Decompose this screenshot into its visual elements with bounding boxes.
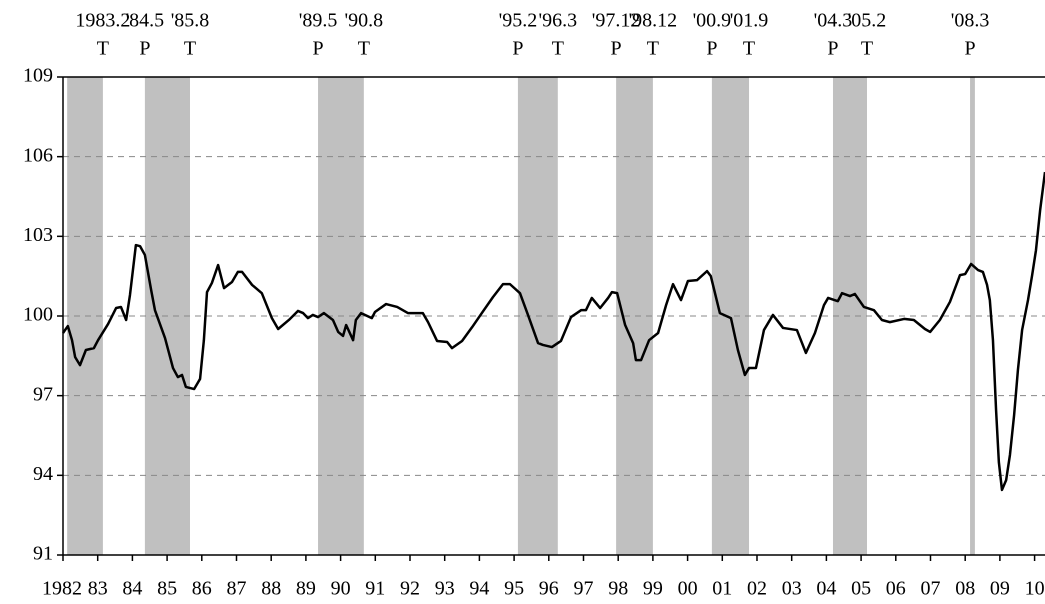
y-tick-label: 109 (23, 65, 53, 87)
turning-point-date: '01.9 (730, 10, 769, 32)
x-tick-label: 1982 (42, 578, 82, 600)
turning-point-date: '85.8 (171, 10, 210, 32)
contraction-band (970, 77, 975, 555)
turning-point-phase: T (358, 38, 370, 60)
x-tick-label: 97 (573, 578, 593, 600)
x-tick-label: 91 (365, 578, 385, 600)
turning-point-phase: P (706, 38, 717, 60)
turning-point-phase: P (964, 38, 975, 60)
turning-point-date: '00.9 (693, 10, 732, 32)
y-tick-label: 106 (23, 144, 53, 166)
contraction-band (711, 77, 750, 555)
turning-point-date: '96.3 (539, 10, 578, 32)
data-line (61, 171, 1045, 492)
x-tick-label: 06 (886, 578, 906, 600)
x-tick-label: 87 (226, 578, 246, 600)
turning-point-date: '84.5 (126, 10, 165, 32)
y-tick-label: 97 (33, 383, 53, 405)
turning-point-phase: T (184, 38, 196, 60)
turning-point-date: '97.12 (592, 10, 641, 32)
x-tick-label: 96 (539, 578, 559, 600)
y-tick-label: 100 (23, 304, 53, 326)
turning-point-phase: P (312, 38, 323, 60)
x-tick-label: 83 (88, 578, 108, 600)
turning-point-date: '89.5 (299, 10, 338, 32)
x-tick-label: 84 (122, 578, 142, 600)
turning-point-phase: P (139, 38, 150, 60)
x-tick-label: 85 (157, 578, 177, 600)
x-tick-label: 02 (747, 578, 767, 600)
turning-point-phase: T (97, 38, 109, 60)
x-tick-label: 01 (712, 578, 732, 600)
x-tick-label: 98 (608, 578, 628, 600)
turning-point-phase: P (827, 38, 838, 60)
y-tick-label: 91 (33, 543, 53, 565)
turning-point-date: '98.12 (629, 10, 678, 32)
x-tick-label: 07 (920, 578, 940, 600)
x-tick-label: 99 (643, 578, 663, 600)
x-tick-label: 93 (435, 578, 455, 600)
turning-point-phase: P (611, 38, 622, 60)
x-tick-label: 89 (296, 578, 316, 600)
x-tick-label: 90 (331, 578, 351, 600)
x-tick-label: 86 (192, 578, 212, 600)
turning-point-date: '90.8 (345, 10, 384, 32)
turning-point-date: '95.2 (499, 10, 538, 32)
turning-point-phase: T (743, 38, 755, 60)
x-tick-label: 88 (261, 578, 281, 600)
y-tick-label: 94 (33, 463, 53, 485)
x-tick-label: 92 (400, 578, 420, 600)
x-tick-label: 08 (955, 578, 975, 600)
x-tick-label: 03 (782, 578, 802, 600)
x-tick-label: 95 (504, 578, 524, 600)
turning-point-date: '04.3 (814, 10, 853, 32)
x-tick-label: 05 (851, 578, 871, 600)
x-tick-label: 94 (469, 578, 489, 600)
x-tick-label: 10 (1025, 578, 1045, 600)
turning-point-phase: T (647, 38, 659, 60)
x-tick-label: 09 (990, 578, 1010, 600)
y-tick-label: 103 (23, 224, 53, 246)
turning-point-date: 1983.2 (75, 10, 130, 32)
turning-point-date: '05.2 (848, 10, 887, 32)
turning-point-phase: T (552, 38, 564, 60)
turning-point-date: '08.3 (951, 10, 990, 32)
turning-point-phase: P (512, 38, 523, 60)
turning-point-phase: T (861, 38, 873, 60)
x-tick-label: 04 (816, 578, 836, 600)
x-tick-label: 00 (678, 578, 698, 600)
